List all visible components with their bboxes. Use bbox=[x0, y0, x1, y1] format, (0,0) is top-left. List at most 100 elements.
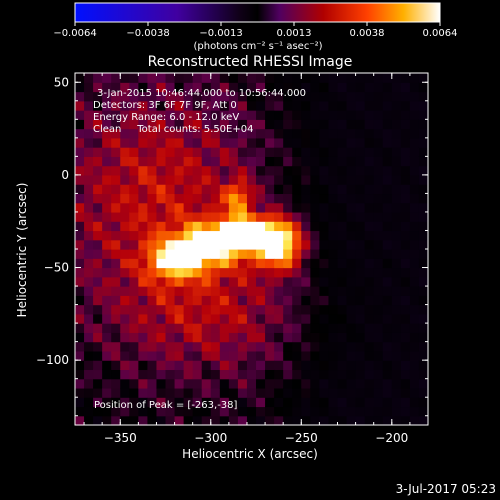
heatmap-cell bbox=[337, 341, 348, 352]
heatmap-cell bbox=[246, 91, 257, 102]
heatmap-cell bbox=[120, 184, 130, 195]
heatmap-cell bbox=[84, 165, 94, 176]
heatmap-cell bbox=[84, 202, 94, 213]
heatmap-cell bbox=[274, 267, 284, 278]
heatmap-cell bbox=[346, 276, 357, 287]
heatmap-cell bbox=[382, 230, 393, 241]
heatmap-cell bbox=[246, 313, 257, 324]
heatmap-cell bbox=[192, 387, 203, 398]
heatmap-cell bbox=[364, 360, 375, 371]
heatmap-cell bbox=[391, 267, 402, 278]
heatmap-cell bbox=[111, 369, 121, 380]
heatmap-cell bbox=[201, 341, 212, 352]
heatmap-cell bbox=[111, 137, 121, 148]
heatmap-cell bbox=[391, 276, 402, 287]
heatmap-cell bbox=[111, 286, 121, 296]
heatmap-cell bbox=[75, 147, 85, 157]
heatmap-cell bbox=[346, 387, 357, 398]
heatmap-cell bbox=[192, 221, 203, 232]
heatmap-cell bbox=[283, 295, 293, 306]
heatmap-cell bbox=[355, 387, 366, 398]
heatmap-cell bbox=[400, 406, 411, 417]
heatmap-cell bbox=[418, 323, 429, 333]
heatmap-cell bbox=[210, 230, 221, 241]
heatmap-cell bbox=[120, 211, 130, 222]
heatmap-cell bbox=[219, 286, 230, 296]
heatmap-cell bbox=[120, 82, 130, 93]
heatmap-cell bbox=[165, 202, 176, 213]
heatmap-cell bbox=[364, 249, 375, 259]
heatmap-cell bbox=[274, 406, 284, 417]
heatmap-cell bbox=[147, 350, 158, 361]
heatmap-cell bbox=[418, 415, 429, 426]
heatmap-cell bbox=[237, 156, 248, 167]
heatmap-cell bbox=[409, 165, 420, 176]
heatmap-cell bbox=[382, 267, 393, 278]
heatmap-cell bbox=[219, 313, 230, 324]
heatmap-cell bbox=[201, 128, 212, 139]
heatmap-cell bbox=[301, 406, 311, 417]
heatmap-cell bbox=[391, 128, 402, 139]
heatmap-cell bbox=[165, 91, 176, 102]
heatmap-cell bbox=[237, 276, 248, 287]
heatmap-cell bbox=[156, 202, 167, 213]
heatmap-cell bbox=[328, 165, 339, 176]
heatmap-cell bbox=[120, 128, 130, 139]
heatmap-cell bbox=[174, 100, 185, 111]
heatmap-cell bbox=[201, 286, 212, 296]
heatmap-cell bbox=[237, 369, 248, 380]
heatmap-cell bbox=[274, 332, 284, 343]
heatmap-cell bbox=[228, 276, 239, 287]
heatmap-cell bbox=[418, 286, 429, 296]
heatmap-cell bbox=[93, 193, 103, 204]
heatmap-cell bbox=[328, 415, 339, 426]
heatmap-cell bbox=[310, 184, 320, 195]
heatmap-cell bbox=[102, 100, 112, 111]
heatmap-cell bbox=[111, 147, 121, 157]
heatmap-cell bbox=[183, 332, 194, 343]
heatmap-cell bbox=[418, 147, 429, 157]
heatmap-cell bbox=[111, 332, 121, 343]
heatmap-cell bbox=[237, 211, 248, 222]
heatmap-cell bbox=[274, 350, 284, 361]
heatmap-cell bbox=[355, 267, 366, 278]
heatmap-cell bbox=[129, 276, 139, 287]
heatmap-cell bbox=[346, 147, 357, 157]
heatmap-cell bbox=[346, 73, 357, 83]
heatmap-cell bbox=[418, 369, 429, 380]
heatmap-cell bbox=[138, 295, 149, 306]
heatmap-cell bbox=[283, 221, 293, 232]
heatmap-cell bbox=[319, 147, 330, 157]
heatmap-cell bbox=[102, 378, 112, 389]
heatmap-cell bbox=[192, 73, 203, 83]
heatmap-cell bbox=[228, 137, 239, 148]
heatmap-cell bbox=[328, 193, 339, 204]
heatmap-cell bbox=[355, 295, 366, 306]
heatmap-cell bbox=[364, 156, 375, 167]
heatmap-cell bbox=[183, 378, 194, 389]
heatmap-cell bbox=[337, 73, 348, 83]
heatmap-cell bbox=[409, 230, 420, 241]
heatmap-cell bbox=[409, 110, 420, 120]
heatmap-cell bbox=[183, 230, 194, 241]
heatmap-cell bbox=[319, 267, 330, 278]
heatmap-cell bbox=[165, 165, 176, 176]
heatmap-cell bbox=[246, 304, 257, 315]
heatmap-cell bbox=[391, 295, 402, 306]
heatmap-cell bbox=[111, 387, 121, 398]
heatmap-cell bbox=[102, 360, 112, 371]
heatmap-cell bbox=[183, 286, 194, 296]
heatmap-cell bbox=[292, 239, 302, 250]
heatmap-cell bbox=[292, 406, 302, 417]
heatmap-cell bbox=[210, 221, 221, 232]
heatmap-cell bbox=[373, 276, 384, 287]
heatmap-cell bbox=[391, 221, 402, 232]
heatmap-cell bbox=[75, 286, 85, 296]
heatmap-cell bbox=[111, 174, 121, 185]
heatmap-cell bbox=[75, 128, 85, 139]
heatmap-cell bbox=[301, 341, 311, 352]
heatmap-cell bbox=[192, 184, 203, 195]
heatmap-cell bbox=[120, 304, 130, 315]
heatmap-cell bbox=[93, 258, 103, 269]
heatmap-cell bbox=[337, 258, 348, 269]
